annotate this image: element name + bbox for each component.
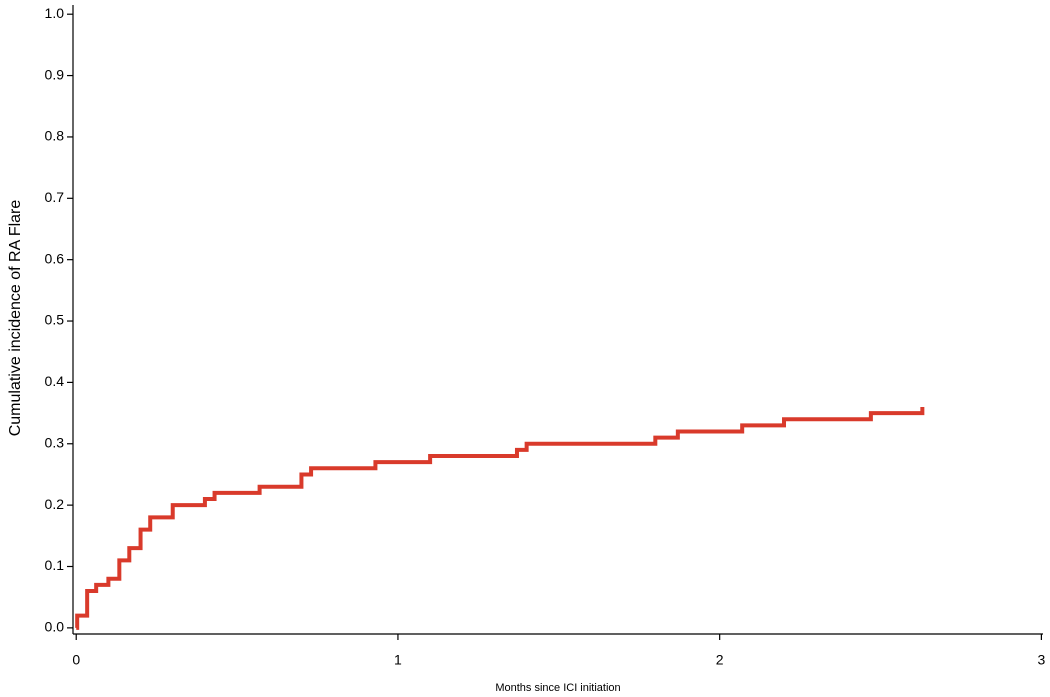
y-tick-label: 0.4 — [45, 373, 65, 389]
y-tick-label: 0.6 — [45, 250, 65, 266]
y-tick-label: 0.8 — [45, 128, 65, 144]
y-tick-label: 0.2 — [45, 496, 65, 512]
y-tick-label: 1.0 — [45, 5, 65, 21]
y-tick-label: 0.7 — [45, 189, 65, 205]
y-axis-title: Cumulative incidence of RA Flare — [7, 200, 24, 437]
x-tick-label: 0 — [72, 652, 80, 668]
y-tick-label: 0.5 — [45, 312, 65, 328]
y-tick-label: 0.3 — [45, 434, 65, 450]
x-tick-label: 2 — [716, 652, 724, 668]
y-tick-label: 0.9 — [45, 66, 65, 82]
y-tick-label: 0.1 — [45, 557, 65, 573]
step-line — [75, 406, 925, 630]
x-axis-title: Months since ICI initiation — [495, 682, 620, 694]
y-tick-label: 0.0 — [45, 619, 65, 635]
x-tick-label: 1 — [394, 652, 402, 668]
x-tick-label: 3 — [1037, 652, 1045, 668]
